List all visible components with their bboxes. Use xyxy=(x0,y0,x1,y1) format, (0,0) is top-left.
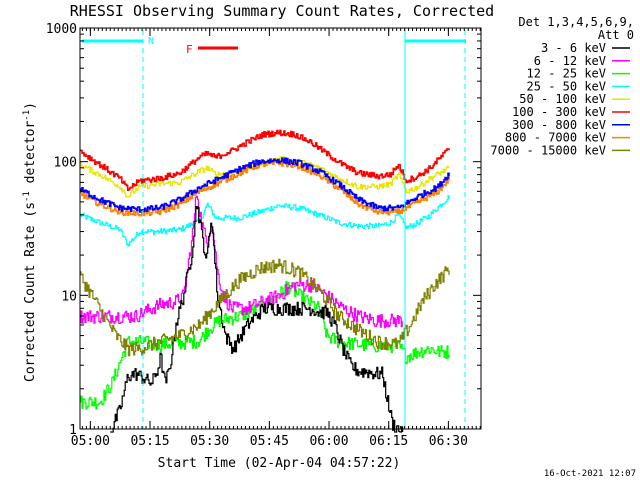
legend-entry-label: 800 - 7000 keV xyxy=(505,131,606,145)
x-tick-label: 05:45 xyxy=(250,434,289,449)
legend-entry-label: 6 - 12 keV xyxy=(534,54,606,68)
x-tick-label: 05:30 xyxy=(190,434,229,449)
y-axis-label-main: Corrected Count Rate (s xyxy=(23,202,38,382)
plot-frame xyxy=(79,27,482,430)
chart-title: RHESSI Observing Summary Count Rates, Co… xyxy=(70,2,494,20)
flare-marker-label: F xyxy=(186,43,193,56)
y-axis-label-sup1: -1 xyxy=(22,191,32,202)
night-marker-label: N xyxy=(148,36,154,47)
legend-entry-label: 100 - 300 keV xyxy=(512,105,606,119)
annotation-layer: NF xyxy=(82,28,466,429)
series-line-7000-15000kevkev xyxy=(80,258,450,357)
x-tick-label: 05:15 xyxy=(130,434,169,449)
y-tick-label: 100 xyxy=(54,156,77,171)
legend-entry-label: 25 - 50 keV xyxy=(527,79,606,93)
y-tick-label: 1000 xyxy=(46,22,77,37)
x-tick-label: 06:15 xyxy=(369,434,408,449)
axis-layer: 05:00 05:15 05:30 05:45 06:00 06:15 06:30 1 10 10… xyxy=(46,22,481,449)
x-tick-label: 05:00 xyxy=(71,434,110,449)
y-tick-label: 1 xyxy=(69,423,77,438)
legend-entry-label: 12 - 25 keV xyxy=(527,67,606,81)
y-axis-label: Corrected Count Rate (s-1 detector-1) xyxy=(22,102,38,382)
y-tick-label: 10 xyxy=(61,289,77,304)
legend-entry-label: 7000 - 15000 keV xyxy=(490,143,606,157)
legend-header-detectors: Det 1,3,4,5,6,9, xyxy=(518,15,634,29)
series-line-25-50kevkev xyxy=(80,195,450,247)
series-line-6-12kevkev xyxy=(80,195,403,329)
x-tick-label: 06:00 xyxy=(309,434,348,449)
legend-entry-label: 3 - 6 keV xyxy=(541,41,606,55)
series-line-3-6kevkev xyxy=(110,205,404,433)
series-line-100-300kevkev xyxy=(80,129,450,191)
y-axis-label-sup2: -1 xyxy=(22,110,32,121)
series-line-300-800kevkev xyxy=(80,157,450,213)
x-axis-label: Start Time (02-Apr-04 04:57:22) xyxy=(158,456,401,471)
y-axis-label-mid: detector xyxy=(23,121,38,192)
data-layer xyxy=(80,129,450,433)
legend-entry-label: 50 - 100 keV xyxy=(519,92,606,106)
legend-entry-label: 300 - 800 keV xyxy=(512,118,606,132)
legend-header-attenuator: Att 0 xyxy=(598,28,634,42)
timestamp: 16-Oct-2021 12:07 xyxy=(544,469,636,479)
x-tick-label: 06:30 xyxy=(429,434,468,449)
y-axis-label-end: ) xyxy=(23,102,38,110)
